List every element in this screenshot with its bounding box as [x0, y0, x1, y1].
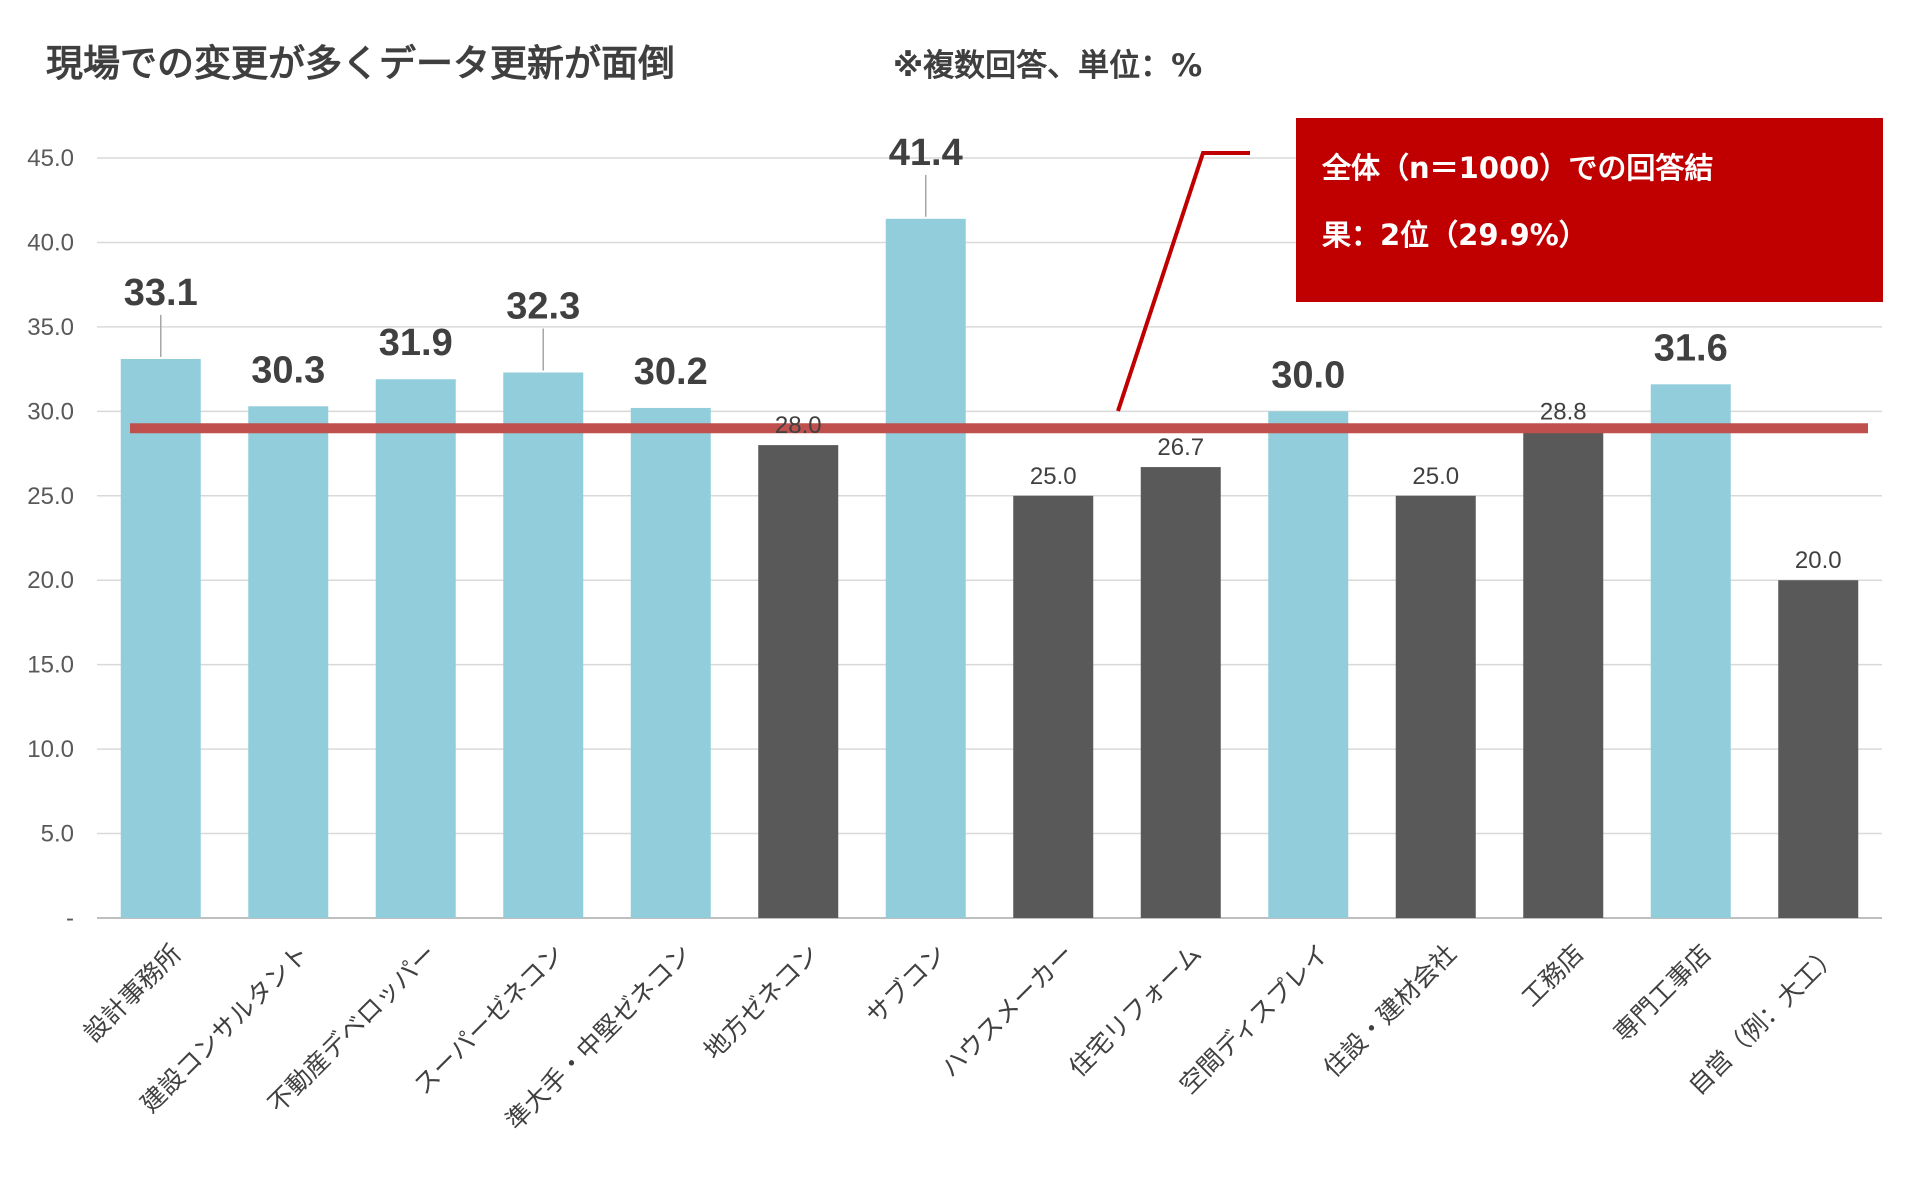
y-tick-label: 40.0: [27, 229, 74, 256]
bar: [1650, 384, 1731, 918]
bar: [885, 218, 966, 919]
data-label: 20.0: [1795, 547, 1842, 574]
category-label: 専門工事店: [1608, 939, 1717, 1048]
category-label: 住設・建材会社: [1318, 939, 1462, 1083]
bar: [1268, 411, 1349, 918]
y-tick-label: 20.0: [27, 567, 74, 594]
data-label: 25.0: [1030, 463, 1077, 490]
category-label: 住宅リフォーム: [1063, 939, 1207, 1083]
bar: [1778, 580, 1859, 918]
callout-text-line1: 全体（n＝1000）での回答結: [1321, 151, 1713, 185]
bars: [120, 218, 1859, 919]
data-label: 31.9: [379, 322, 453, 364]
data-label: 25.0: [1412, 463, 1459, 490]
bar: [120, 358, 201, 918]
bar: [248, 406, 329, 918]
chart-subtitle: ※複数回答、単位：%: [893, 48, 1202, 84]
category-label: サブコン: [861, 939, 952, 1030]
category-label: ハウスメーカー: [935, 939, 1079, 1083]
chart-title: 現場での変更が多くデータ更新が面倒: [46, 42, 675, 85]
y-tick-label: -: [66, 905, 74, 932]
callout: 全体（n＝1000）での回答結 果：2位（29.9%）: [1296, 118, 1883, 302]
reference-group: [130, 151, 1868, 434]
data-label: 41.4: [889, 132, 963, 174]
bar: [1395, 495, 1476, 918]
y-axis-ticks: - 5.0 10.0 15.0 20.0 25.0 30.0 35.0 40.0 45.0: [27, 145, 74, 932]
category-label: 設計事務所: [78, 939, 187, 1048]
data-label: 30.0: [1271, 354, 1345, 396]
bar: [1013, 495, 1094, 918]
data-label: 30.2: [634, 351, 708, 393]
data-label: 33.1: [124, 272, 198, 314]
data-label: 30.3: [251, 349, 325, 391]
callout-text-line2: 果：2位（29.9%）: [1322, 218, 1588, 252]
y-tick-label: 5.0: [41, 821, 74, 848]
y-tick-label: 35.0: [27, 314, 74, 341]
data-label: 28.0: [775, 412, 822, 439]
y-tick-label: 25.0: [27, 483, 74, 510]
x-axis-categories: 設計事務所建設コンサルタント不動産デベロッパースーパーゼネコン準大手・中堅ゼネコ…: [78, 939, 1844, 1136]
data-label: 26.7: [1157, 434, 1204, 461]
bar: [758, 445, 839, 918]
data-labels: 33.1 30.3 31.9 32.3 30.2 28.0 41.4 25.0 26.7 30.0…: [124, 132, 1842, 574]
y-tick-label: 15.0: [27, 652, 74, 679]
bar: [1523, 431, 1604, 918]
bar: [375, 379, 456, 918]
bar: [630, 407, 711, 918]
y-tick-label: 45.0: [27, 145, 74, 172]
bar: [1140, 467, 1221, 918]
data-label: 28.8: [1540, 399, 1587, 426]
category-label: 工務店: [1516, 939, 1590, 1013]
y-tick-label: 10.0: [27, 736, 74, 763]
bar: [503, 372, 584, 918]
callout-box: [1296, 118, 1883, 302]
callout-connector: [1116, 151, 1250, 412]
category-label: 地方ゼネコン: [698, 939, 824, 1065]
data-label: 31.6: [1654, 327, 1728, 369]
data-label: 32.3: [506, 285, 580, 327]
y-tick-label: 30.0: [27, 398, 74, 425]
